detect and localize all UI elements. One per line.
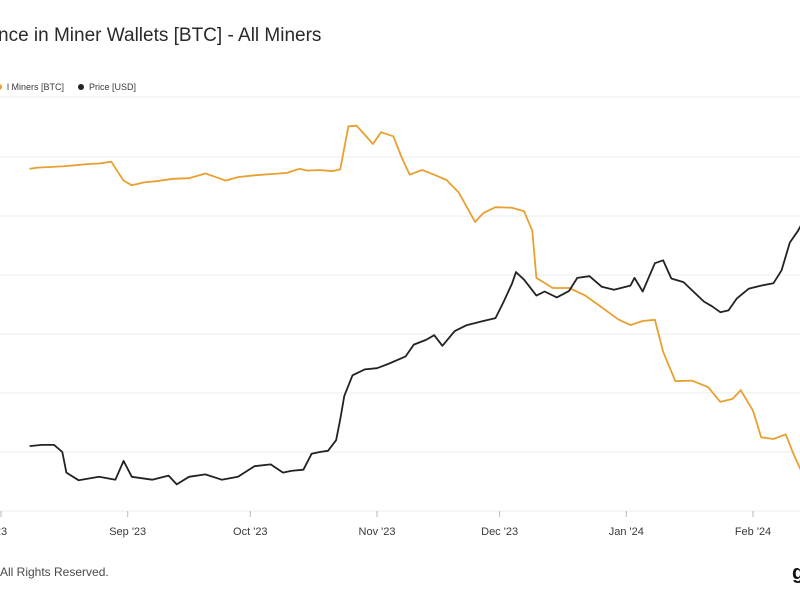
series-group [29,124,800,486]
legend-price-dot [78,84,85,90]
x-tick-label-1: Sep '23 [109,526,146,538]
x-axis-ticks: 23 Sep '23 Oct '23 Nov '23 Dec '23 Jan '24 Feb… [0,511,771,538]
x-tick-label-2: Oct '23 [233,526,268,538]
x-tick-label-3: Nov '23 [359,526,396,538]
x-tick-label-6: Feb '24 [735,526,771,538]
legend-price-label: Price [USD] [89,82,137,92]
series-line-price[interactable] [29,213,800,486]
grid [0,96,800,512]
legend-miners-dot [0,84,2,90]
x-tick-label-5: Jan '24 [609,526,644,538]
brand-mark: g [792,562,800,584]
x-tick-label-4: Dec '23 [481,526,518,538]
legend-item-miners[interactable]: l Miners [BTC] [0,82,64,92]
chart-title: nce in Miner Wallets [BTC] - All Miners [0,25,322,46]
series-line-miners-balance[interactable] [29,124,800,482]
legend-miners-label: l Miners [BTC] [7,82,65,92]
copyright-footer: All Rights Reserved. [0,565,109,579]
legend: l Miners [BTC] Price [USD] [0,82,136,92]
legend-item-price[interactable]: Price [USD] [78,82,136,92]
x-tick-label-0: 23 [0,526,7,538]
